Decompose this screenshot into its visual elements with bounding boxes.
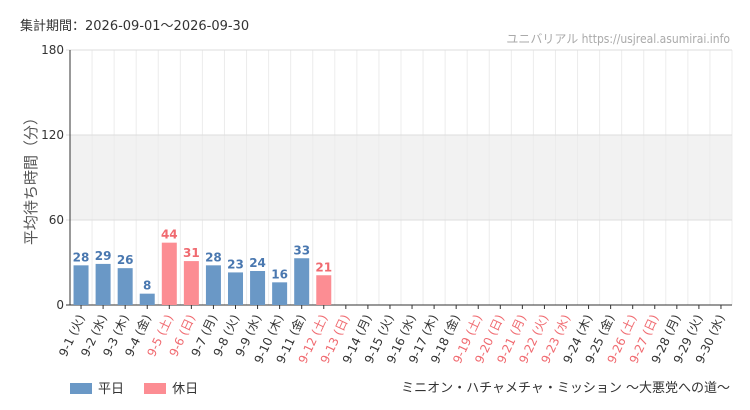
y-axis-label: 平均待ち時間（分） bbox=[22, 110, 40, 245]
bar bbox=[161, 242, 177, 305]
legend-item-holiday: 休日 bbox=[144, 378, 198, 397]
data-label: 16 bbox=[271, 267, 288, 281]
bar bbox=[117, 268, 133, 305]
bar bbox=[139, 293, 155, 305]
data-label: 21 bbox=[315, 260, 332, 274]
attraction-name: ミニオン・ハチャメチャ・ミッション ～大悪党への道～ bbox=[401, 381, 730, 396]
data-label: 28 bbox=[205, 250, 222, 264]
y-tick-label: 120 bbox=[41, 128, 64, 142]
data-label: 23 bbox=[227, 257, 244, 271]
bar bbox=[183, 261, 199, 305]
legend-swatch-weekday bbox=[70, 383, 92, 394]
data-label: 44 bbox=[161, 228, 178, 242]
data-label: 29 bbox=[95, 249, 112, 263]
legend-label-weekday: 平日 bbox=[98, 382, 125, 397]
bar bbox=[73, 265, 89, 305]
legend-label-holiday: 休日 bbox=[172, 382, 199, 397]
legend-item-weekday: 平日 bbox=[70, 378, 124, 397]
data-label: 33 bbox=[293, 243, 310, 257]
data-label: 31 bbox=[183, 246, 200, 260]
period-text: 集計期間：2026-09-01～2026-09-30 bbox=[20, 19, 250, 34]
data-label: 26 bbox=[117, 253, 134, 267]
source-credit: ユニバリアル https://usjreal.asumirai.info bbox=[506, 32, 730, 46]
bar bbox=[250, 271, 266, 305]
data-label: 28 bbox=[73, 250, 90, 264]
bar bbox=[95, 263, 111, 305]
bar bbox=[294, 258, 310, 305]
y-tick-label: 60 bbox=[49, 213, 64, 227]
legend-swatch-holiday bbox=[144, 383, 167, 394]
bar bbox=[205, 265, 221, 305]
bar bbox=[228, 272, 243, 305]
legend: 平日 休日 bbox=[70, 378, 214, 397]
y-tick-label: 0 bbox=[56, 298, 64, 312]
bar bbox=[316, 275, 332, 305]
data-label: 8 bbox=[143, 279, 151, 293]
y-tick-label: 180 bbox=[41, 43, 64, 57]
bar bbox=[272, 282, 288, 305]
data-label: 24 bbox=[249, 256, 266, 270]
